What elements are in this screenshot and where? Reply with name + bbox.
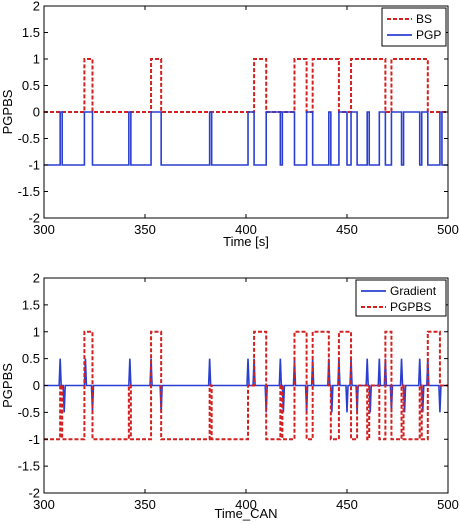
- x-tick-label: 450: [336, 222, 358, 237]
- chart-panel-1: 300 350 400 450 500 -2 -1.5 -1 -0.5 0 0.5 1 1.5 2 Time…: [0, 0, 459, 249]
- y-tick-label: 1.5: [22, 297, 40, 312]
- y-axis-title: PGPBS: [0, 363, 15, 408]
- y-axis-title: PGPBS: [0, 89, 15, 134]
- x-axis-title: Time_CAN: [214, 506, 277, 521]
- y-tick-label: 0.5: [22, 78, 40, 93]
- legend-label-pgpbs: PGPBS: [390, 300, 431, 314]
- legend: Gradient PGPBS: [355, 279, 447, 317]
- y-tick-label: -1: [28, 432, 40, 447]
- legend-label-gradient: Gradient: [390, 284, 437, 298]
- y-tick-label: -1: [28, 158, 40, 173]
- y-tick-label: -0.5: [18, 131, 40, 146]
- legend-box: [381, 7, 447, 47]
- y-tick-label: 2: [33, 271, 40, 286]
- x-tick-label: 300: [33, 222, 55, 237]
- x-tick-label: 400: [235, 497, 257, 512]
- legend: BS PGP: [381, 7, 447, 47]
- y-tick-label: 1: [33, 52, 40, 67]
- y-tick-label: -1.5: [18, 459, 40, 474]
- y-tick-label: -2: [28, 211, 40, 226]
- x-axis-title: Time [s]: [223, 234, 269, 249]
- y-tick-label: 0: [33, 378, 40, 393]
- chart-panel-2: 300 350 400 450 500 -2 -1.5 -1 -0.5 0 0.5 1 1.5 2 Time…: [0, 271, 459, 522]
- legend-box: [355, 279, 447, 317]
- x-tick-label: 500: [437, 222, 459, 237]
- series-line-pgp: [44, 111, 448, 166]
- y-tick-label: -0.5: [18, 405, 40, 420]
- x-tick-label: 350: [134, 497, 156, 512]
- y-tick-label: 1.5: [22, 25, 40, 40]
- series-group: [44, 330, 448, 441]
- legend-label-pgp: PGP: [416, 28, 441, 42]
- x-tick-label: 350: [134, 222, 156, 237]
- y-tick-label: 0.5: [22, 351, 40, 366]
- x-tick-label: 500: [437, 497, 459, 512]
- x-tick-label: 300: [33, 497, 55, 512]
- y-tick-label: 2: [33, 0, 40, 14]
- x-tick-label: 400: [235, 222, 257, 237]
- y-tick-label: -2: [28, 486, 40, 501]
- y-tick-label: 0: [33, 105, 40, 120]
- y-tick-label: -1.5: [18, 184, 40, 199]
- series-line-pgpbs: [44, 330, 448, 441]
- series-group: [44, 58, 448, 166]
- y-tick-label: 1: [33, 324, 40, 339]
- x-tick-label: 450: [336, 497, 358, 512]
- legend-label-bs: BS: [416, 12, 432, 26]
